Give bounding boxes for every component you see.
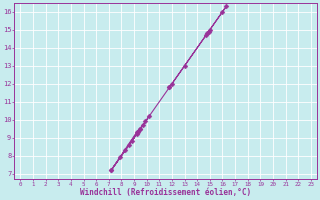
- X-axis label: Windchill (Refroidissement éolien,°C): Windchill (Refroidissement éolien,°C): [80, 188, 251, 197]
